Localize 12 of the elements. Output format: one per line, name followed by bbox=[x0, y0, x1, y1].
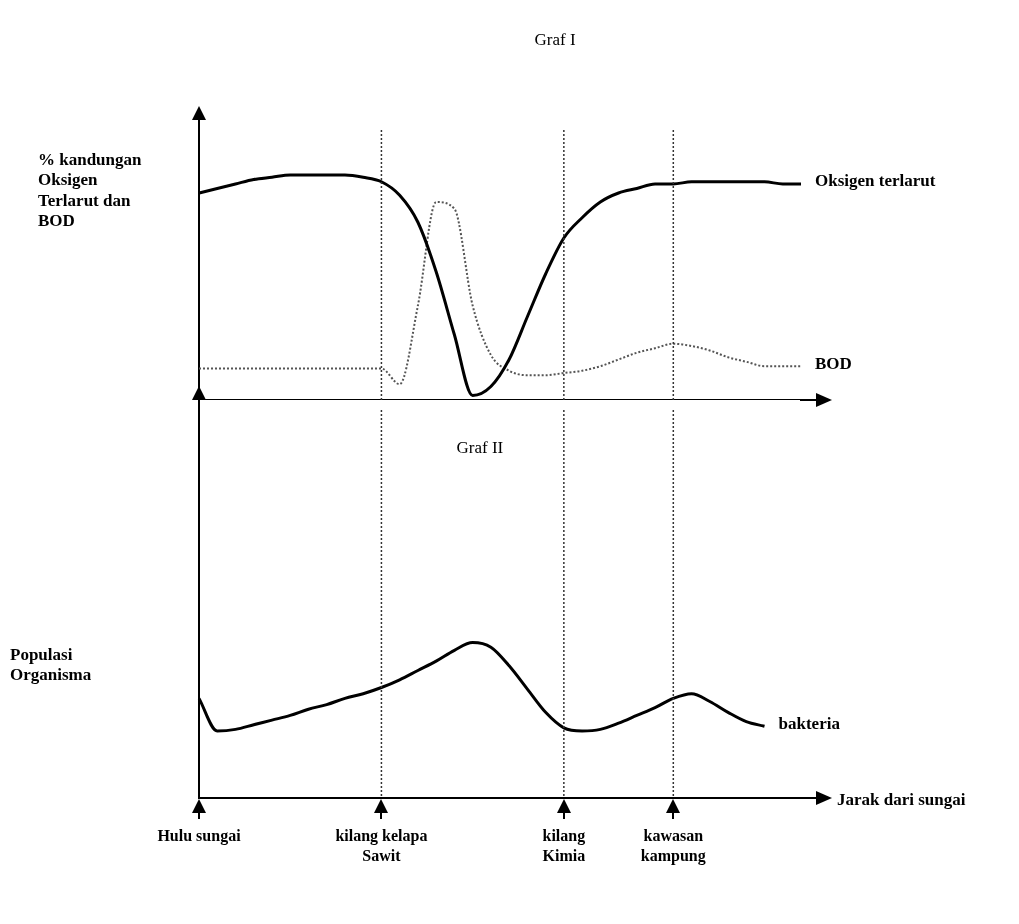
series-label: Oksigen terlarut bbox=[815, 171, 936, 191]
chart-title: Graf II bbox=[456, 438, 504, 459]
y-axis-title: Populasi Organisma bbox=[10, 645, 92, 686]
series-label: bakteria bbox=[778, 713, 841, 733]
chart-title: Graf I bbox=[534, 30, 576, 51]
x-tick-label: kawasan kampung bbox=[640, 827, 706, 865]
x-tick-label: kilang kelapa Sawit bbox=[335, 827, 428, 864]
x-axis-title: Jarak dari sungai bbox=[837, 789, 966, 810]
y-axis-title: % kandungan Oksigen Terlarut dan BOD bbox=[38, 150, 142, 232]
series-label: BOD bbox=[815, 353, 852, 373]
x-tick-label: Hulu sungai bbox=[157, 827, 242, 846]
x-tick-label: kilang Kimia bbox=[542, 827, 586, 864]
